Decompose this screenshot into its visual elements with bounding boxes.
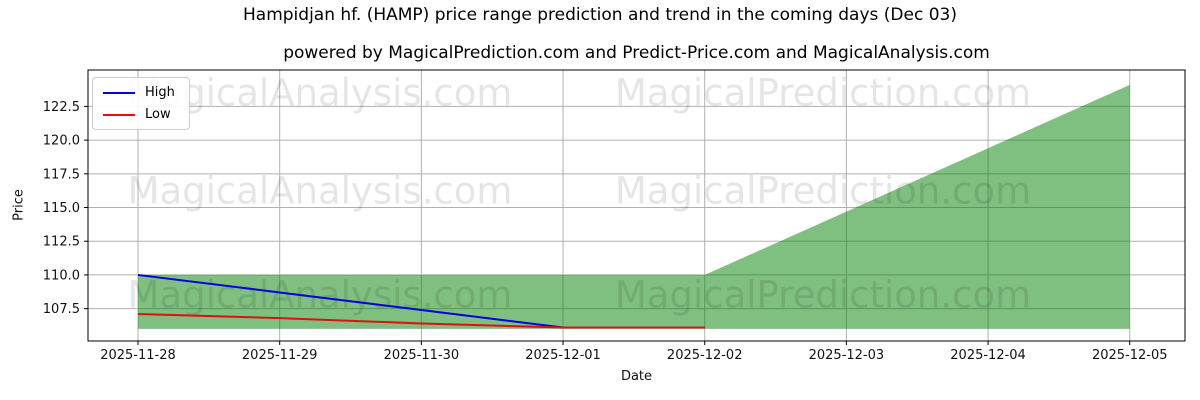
watermark-text: MagicalAnalysis.com	[128, 72, 513, 115]
series-line-low	[137, 313, 705, 329]
watermark-text: MagicalAnalysis.com	[128, 170, 513, 213]
x-tick-label: 2025-12-02	[667, 348, 743, 363]
x-tick-label: 2025-12-01	[525, 348, 601, 363]
x-tick-label: 2025-12-03	[809, 348, 885, 363]
y-tick-label: 112.5	[43, 235, 80, 250]
y-tick-label: 122.5	[43, 100, 80, 115]
watermark-text: MagicalPrediction.com	[615, 72, 1031, 115]
axes-frame	[87, 69, 1186, 342]
y-tick-label: 115.0	[43, 201, 80, 216]
chart-subtitle: powered by MagicalPrediction.com and Pre…	[283, 43, 990, 63]
prediction-range-band	[138, 84, 1130, 329]
watermark-text: MagicalPrediction.com	[615, 170, 1031, 213]
x-tick-label: 2025-11-30	[384, 348, 460, 363]
legend-item-low: Low	[103, 107, 175, 122]
x-axis-label: Date	[620, 369, 653, 384]
y-tick-label: 117.5	[43, 167, 80, 182]
watermark-text: MagicalPrediction.com	[615, 274, 1031, 317]
y-tick-label: 110.0	[43, 268, 80, 283]
legend-line-high-icon	[103, 91, 135, 94]
chart-title: Hampidjan hf. (HAMP) price range predict…	[243, 5, 957, 25]
y-axis-label: Price	[11, 189, 27, 221]
x-tick-label: 2025-12-04	[950, 348, 1026, 363]
legend-label-high: High	[145, 85, 175, 100]
legend-label-low: Low	[145, 107, 171, 122]
x-tick-label: 2025-11-29	[242, 348, 318, 363]
x-tick-label: 2025-11-28	[100, 348, 176, 363]
legend: High Low	[92, 77, 190, 130]
y-tick-label: 107.5	[43, 302, 80, 317]
legend-line-low-icon	[103, 113, 135, 116]
x-tick-label: 2025-12-05	[1092, 348, 1168, 363]
legend-item-high: High	[103, 85, 175, 100]
y-tick-label: 120.0	[43, 134, 80, 149]
